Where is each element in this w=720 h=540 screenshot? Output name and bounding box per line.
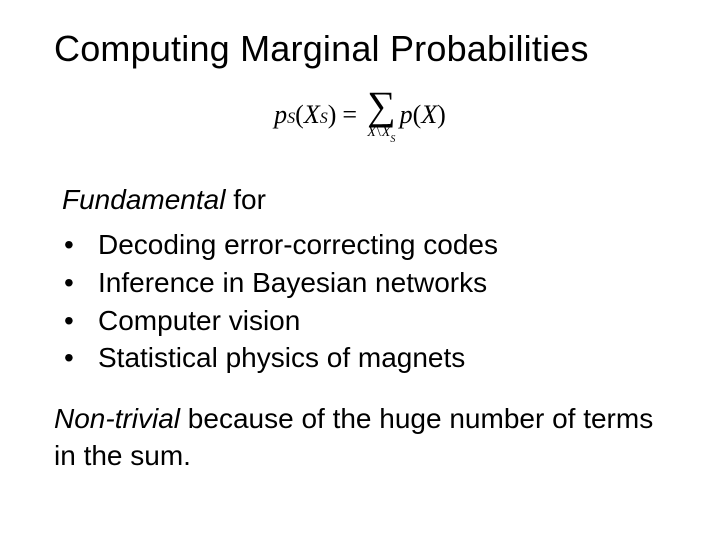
eq-lhs-func-sub: S (287, 110, 295, 128)
bullet-dot-icon: • (62, 302, 98, 340)
eq-lhs-arg: X (304, 100, 320, 130)
sigma-icon: ∑ (367, 88, 396, 124)
bullet-text: Computer vision (98, 302, 300, 340)
bullet-dot-icon: • (62, 264, 98, 302)
lead-line: Fundamental for (62, 184, 666, 216)
eq-sum-under: X\XS (367, 126, 395, 143)
eq-rhs-func: p (400, 100, 413, 130)
closing-italic: Non-trivial (54, 403, 180, 434)
slide-title: Computing Marginal Probabilities (54, 28, 666, 70)
eq-sum-block: ∑ X\XS (367, 88, 396, 143)
closing-line: Non-trivial because of the huge number o… (54, 401, 666, 474)
eq-equals: = (342, 100, 357, 130)
list-item: •Inference in Bayesian networks (62, 264, 666, 302)
list-item: •Statistical physics of magnets (62, 339, 666, 377)
bullet-text: Inference in Bayesian networks (98, 264, 487, 302)
eq-rhs-lparen: ( (413, 100, 422, 130)
eq-rhs-arg: X (421, 100, 437, 130)
list-item: •Decoding error-correcting codes (62, 226, 666, 264)
list-item: •Computer vision (62, 302, 666, 340)
eq-sum-under-left: X (367, 125, 376, 140)
bullet-text: Decoding error-correcting codes (98, 226, 498, 264)
eq-lhs-arg-sub: S (320, 110, 328, 128)
eq-sum-under-right-sub: S (390, 134, 395, 145)
eq-rparen: ) (328, 100, 337, 130)
eq-sum-under-slash: \ (377, 125, 381, 140)
bullet-dot-icon: • (62, 226, 98, 264)
eq-lhs-func: p (274, 100, 287, 130)
equation-content: pS (XS) = ∑ X\XS p(X) (274, 88, 446, 143)
bullet-text: Statistical physics of magnets (98, 339, 465, 377)
bullet-list: •Decoding error-correcting codes •Infere… (62, 226, 666, 377)
eq-rhs-rparen: ) (437, 100, 446, 130)
slide: Computing Marginal Probabilities pS (XS)… (0, 0, 720, 540)
lead-italic: Fundamental (62, 184, 225, 215)
lead-rest: for (225, 184, 265, 215)
marginal-equation: pS (XS) = ∑ X\XS p(X) (54, 88, 666, 158)
eq-lparen: ( (295, 100, 304, 130)
bullet-dot-icon: • (62, 339, 98, 377)
